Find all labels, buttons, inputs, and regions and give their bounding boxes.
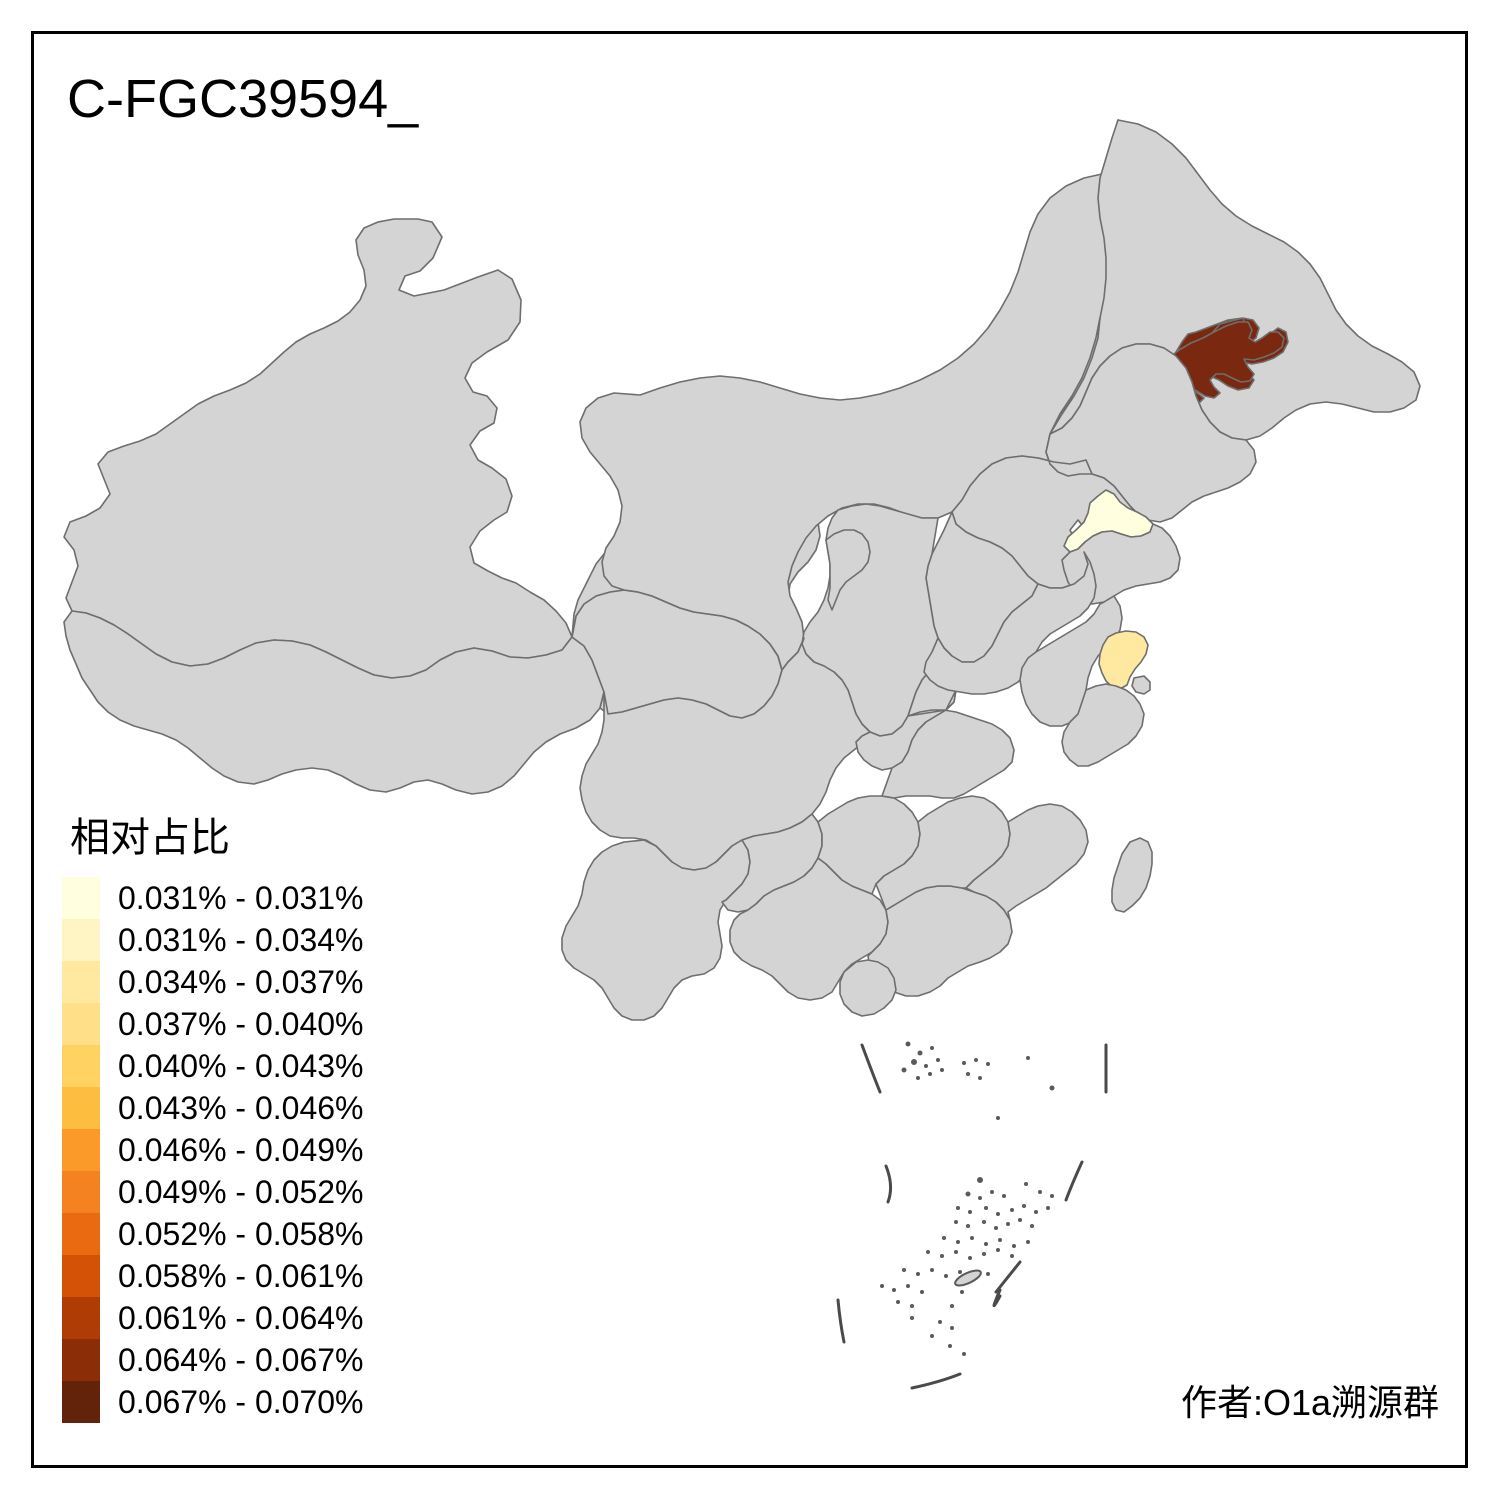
legend-entry: 0.037% - 0.040% [62, 1003, 364, 1045]
legend-swatch [62, 1381, 100, 1423]
legend-swatch [62, 1339, 100, 1381]
province-shanghai [1131, 675, 1151, 695]
legend-swatch [62, 919, 100, 961]
legend-label: 0.031% - 0.031% [118, 880, 364, 916]
province-zhejiang [1061, 683, 1145, 767]
legend-swatch [62, 1129, 100, 1171]
legend-swatch [62, 1087, 100, 1129]
legend-entry: 0.040% - 0.043% [62, 1045, 364, 1087]
province-ningxia [825, 529, 871, 611]
legend-swatch [62, 877, 100, 919]
legend-entry: 0.049% - 0.052% [62, 1171, 364, 1213]
legend-swatch [62, 1045, 100, 1087]
province-fujian [965, 803, 1089, 921]
legend-entry: 0.043% - 0.046% [62, 1087, 364, 1129]
legend-swatch [62, 1255, 100, 1297]
province-anhui [1019, 595, 1123, 727]
province-sichuan [579, 637, 871, 871]
legend: 相对占比 0.031% - 0.031% 0.031% - 0.034% 0.034… [62, 805, 364, 1423]
legend-entries: 0.031% - 0.031% 0.031% - 0.034% 0.034% - 0… [62, 877, 364, 1423]
legend-entry: 0.067% - 0.070% [62, 1381, 364, 1423]
legend-title: 相对占比 [70, 816, 230, 860]
legend-label: 0.067% - 0.070% [118, 1384, 364, 1420]
south-sea-islands [880, 1041, 1055, 1356]
province-henan [923, 551, 1097, 695]
legend-swatch [62, 1171, 100, 1213]
province-hainan [839, 959, 897, 1017]
legend-entry: 0.061% - 0.064% [62, 1297, 364, 1339]
legend-swatch [62, 961, 100, 1003]
legend-label: 0.034% - 0.037% [118, 964, 364, 1000]
legend-entry: 0.046% - 0.049% [62, 1129, 364, 1171]
nine-dash-line [836, 1043, 1108, 1390]
legend-label: 0.031% - 0.034% [118, 922, 364, 958]
legend-entry: 0.034% - 0.037% [62, 961, 364, 1003]
page-title: C-FGC39594_ [67, 69, 419, 129]
legend-swatch [62, 1003, 100, 1045]
legend-entry: 0.058% - 0.061% [62, 1255, 364, 1297]
province-xinjiang [63, 218, 573, 679]
legend-entry: 0.031% - 0.031% [62, 877, 364, 919]
legend-label: 0.061% - 0.064% [118, 1300, 364, 1336]
legend-label: 0.064% - 0.067% [118, 1342, 364, 1378]
legend-label: 0.049% - 0.052% [118, 1174, 364, 1210]
province-yunnan [561, 839, 751, 1021]
province-tibet [63, 610, 605, 795]
legend-label: 0.043% - 0.046% [118, 1090, 364, 1126]
legend-swatch [62, 1213, 100, 1255]
legend-entry: 0.052% - 0.058% [62, 1213, 364, 1255]
legend-swatch [62, 1297, 100, 1339]
legend-entry: 0.031% - 0.034% [62, 919, 364, 961]
region-jiangsu-highlighted [1098, 630, 1149, 690]
province-taiwan [1111, 837, 1153, 913]
author-credit: 作者:O1a溯源群 [1180, 1382, 1439, 1423]
legend-label: 0.040% - 0.043% [118, 1048, 364, 1084]
legend-label: 0.037% - 0.040% [118, 1006, 364, 1042]
legend-label: 0.058% - 0.061% [118, 1258, 364, 1294]
legend-entry: 0.064% - 0.067% [62, 1339, 364, 1381]
legend-label: 0.046% - 0.049% [118, 1132, 364, 1168]
legend-label: 0.052% - 0.058% [118, 1216, 364, 1252]
